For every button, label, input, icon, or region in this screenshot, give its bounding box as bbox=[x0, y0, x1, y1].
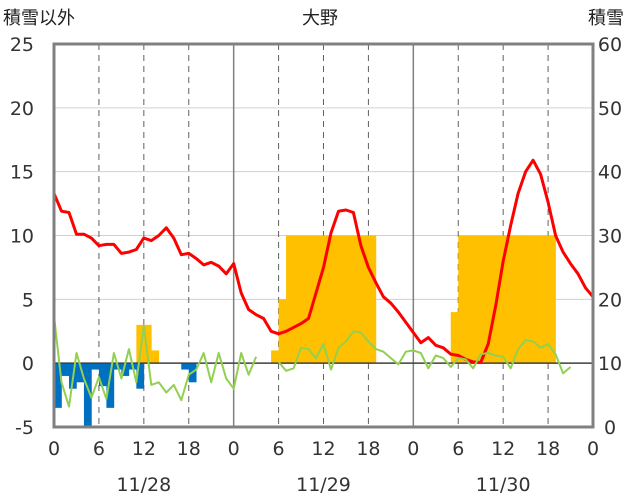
bar bbox=[83, 363, 92, 427]
bar bbox=[188, 363, 197, 383]
bar bbox=[510, 235, 519, 364]
left-tick-label: 5 bbox=[22, 289, 34, 311]
bar bbox=[488, 235, 496, 364]
bar bbox=[480, 235, 489, 364]
x-tick-label: 0 bbox=[587, 438, 599, 460]
bar bbox=[360, 235, 369, 364]
bar bbox=[533, 235, 541, 364]
left-tick-label: 25 bbox=[10, 34, 34, 56]
bar bbox=[518, 235, 526, 364]
x-tick-label: 12 bbox=[311, 438, 335, 460]
right-axis-title: 積雪 bbox=[588, 8, 624, 29]
bar bbox=[458, 235, 467, 364]
bar bbox=[473, 235, 482, 364]
left-axis-title: 積雪以外 bbox=[3, 8, 75, 29]
x-tick-label: 18 bbox=[536, 438, 560, 460]
x-tick-label: 18 bbox=[356, 438, 380, 460]
bar bbox=[54, 363, 62, 408]
bar bbox=[368, 235, 377, 364]
bar bbox=[316, 235, 324, 364]
left-tick-label: -5 bbox=[15, 417, 34, 439]
x-tick-label: 6 bbox=[452, 438, 464, 460]
bar bbox=[286, 235, 294, 364]
bar bbox=[525, 235, 534, 364]
series-line bbox=[52, 158, 595, 364]
bar bbox=[540, 235, 549, 364]
left-tick-label: 15 bbox=[10, 162, 34, 184]
x-tick-label: 18 bbox=[177, 438, 201, 460]
x-tick-label: 0 bbox=[228, 438, 240, 460]
bar bbox=[76, 363, 85, 383]
bar bbox=[136, 363, 145, 389]
right-tick-label: 40 bbox=[598, 162, 622, 184]
left-tick-label: 10 bbox=[10, 226, 34, 248]
bar bbox=[308, 235, 317, 364]
plot-border bbox=[52, 42, 595, 429]
x-tick-label: 0 bbox=[407, 438, 419, 460]
date-label: 11/30 bbox=[476, 474, 531, 496]
bar bbox=[61, 363, 70, 376]
bar bbox=[98, 363, 107, 387]
date-label: 11/28 bbox=[116, 474, 171, 496]
bar bbox=[136, 324, 145, 364]
bar bbox=[181, 363, 190, 370]
bar bbox=[293, 235, 302, 364]
bar bbox=[353, 235, 362, 364]
chart-title: 大野 bbox=[302, 8, 338, 29]
bar bbox=[323, 235, 332, 364]
bar bbox=[151, 350, 160, 364]
bar bbox=[465, 235, 474, 364]
bar bbox=[113, 363, 122, 370]
left-tick-label: 20 bbox=[10, 98, 34, 120]
bar bbox=[106, 363, 115, 408]
bar bbox=[338, 235, 347, 364]
bar bbox=[271, 350, 279, 364]
right-tick-label: 60 bbox=[598, 34, 622, 56]
bar bbox=[495, 235, 504, 364]
bar bbox=[301, 235, 309, 364]
bar bbox=[121, 363, 130, 376]
bar bbox=[548, 235, 556, 364]
right-tick-label: 30 bbox=[598, 226, 622, 248]
bar bbox=[450, 312, 459, 364]
date-label: 11/29 bbox=[296, 474, 351, 496]
x-tick-label: 12 bbox=[491, 438, 515, 460]
x-tick-label: 6 bbox=[93, 438, 105, 460]
x-tick-label: 0 bbox=[48, 438, 60, 460]
bar bbox=[503, 235, 511, 364]
x-tick-label: 6 bbox=[273, 438, 285, 460]
bar bbox=[330, 235, 339, 364]
bar bbox=[143, 324, 152, 364]
bar bbox=[345, 235, 354, 364]
right-tick-label: 10 bbox=[598, 353, 622, 375]
right-tick-label: 20 bbox=[598, 289, 622, 311]
x-tick-label: 12 bbox=[132, 438, 156, 460]
left-tick-label: 0 bbox=[22, 353, 34, 375]
right-tick-label: 0 bbox=[604, 417, 616, 439]
bar bbox=[91, 363, 100, 370]
right-tick-label: 50 bbox=[598, 98, 622, 120]
